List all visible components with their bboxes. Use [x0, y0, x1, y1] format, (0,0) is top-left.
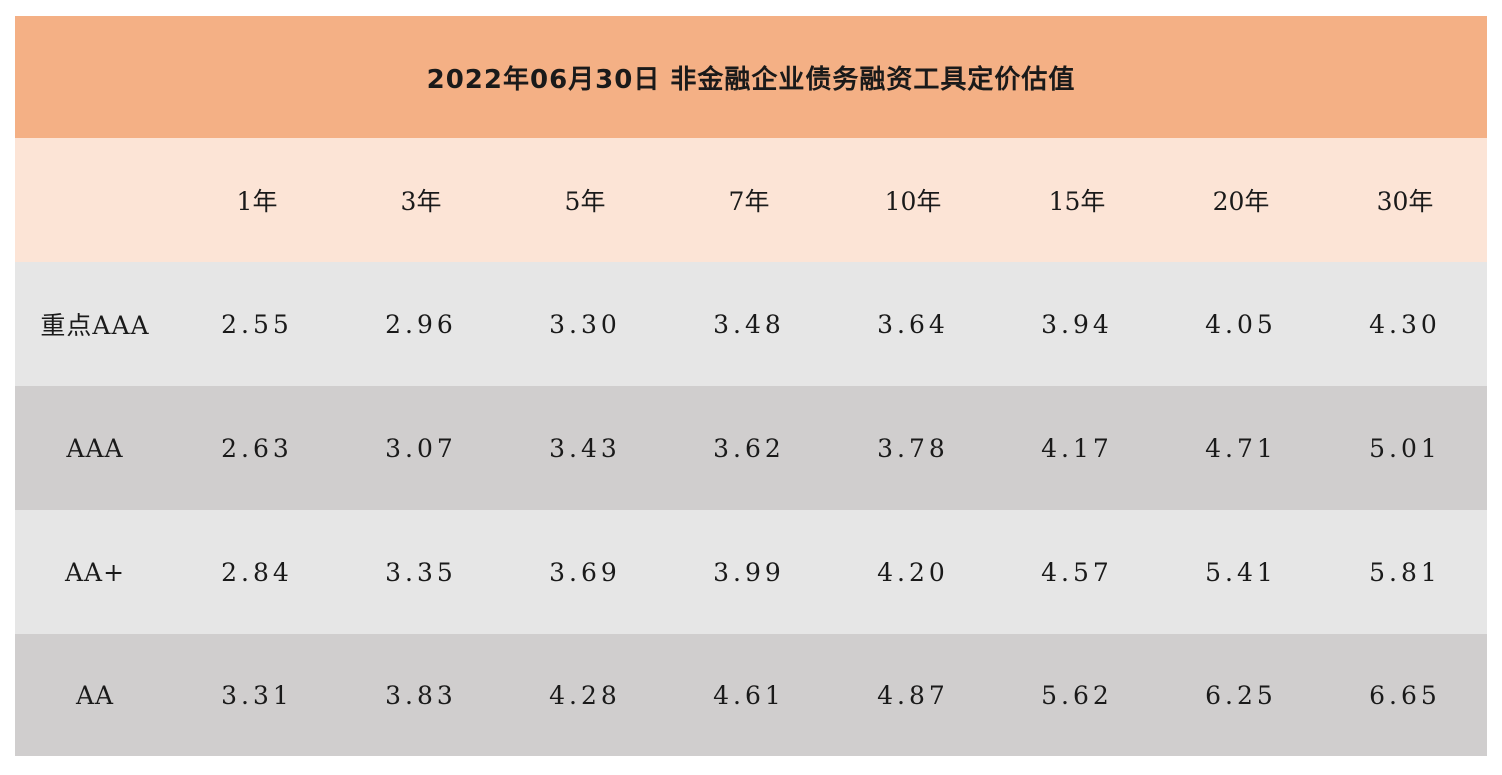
value-cell: 2.63: [221, 433, 293, 463]
header-tenor-20y: 20年: [1212, 187, 1270, 216]
value-cell: 3.64: [877, 309, 949, 339]
value-cell: 3.78: [877, 433, 949, 463]
header-row: 1年 3年 5年 7年 10年 15年 20年 30年: [15, 138, 1487, 262]
value-cell: 3.31: [221, 680, 293, 710]
table-row: AA 3.31 3.83 4.28 4.61 4.87 5.62 6.25 6.…: [15, 634, 1487, 756]
value-cell: 5.01: [1369, 433, 1441, 463]
value-cell: 6.25: [1205, 680, 1277, 710]
value-cell: 4.20: [877, 557, 949, 587]
value-cell: 3.83: [385, 680, 457, 710]
table-row: AA+ 2.84 3.35 3.69 3.99 4.20 4.57 5.41 5…: [15, 510, 1487, 634]
header-tenor-15y: 15年: [1048, 187, 1106, 216]
value-cell: 3.99: [713, 557, 785, 587]
rating-label: AA+: [64, 557, 126, 587]
value-cell: 2.55: [221, 309, 293, 339]
value-cell: 4.28: [549, 680, 621, 710]
value-cell: 5.41: [1205, 557, 1277, 587]
valuation-table: 2022年06月30日 非金融企业债务融资工具定价估值 1年 3年 5年 7年 …: [15, 16, 1487, 756]
header-tenor-1y: 1年: [236, 187, 278, 216]
value-cell: 4.05: [1205, 309, 1277, 339]
value-cell: 2.96: [385, 309, 457, 339]
value-cell: 5.81: [1369, 557, 1441, 587]
table-row: AAA 2.63 3.07 3.43 3.62 3.78 4.17 4.71 5…: [15, 386, 1487, 510]
value-cell: 3.94: [1041, 309, 1113, 339]
value-cell: 3.07: [385, 433, 457, 463]
value-cell: 2.84: [221, 557, 293, 587]
header-tenor-30y: 30年: [1376, 187, 1434, 216]
value-cell: 3.43: [549, 433, 621, 463]
value-cell: 4.57: [1041, 557, 1113, 587]
header-tenor-7y: 7年: [728, 187, 770, 216]
header-tenor-10y: 10年: [884, 187, 942, 216]
header-tenor-5y: 5年: [564, 187, 606, 216]
rating-label: AA: [75, 680, 115, 710]
value-cell: 4.87: [877, 680, 949, 710]
value-cell: 4.71: [1205, 433, 1277, 463]
value-cell: 4.61: [713, 680, 785, 710]
header-tenor-3y: 3年: [400, 187, 442, 216]
value-cell: 3.30: [549, 309, 621, 339]
value-cell: 3.35: [385, 557, 457, 587]
table-row: 重点AAA 2.55 2.96 3.30 3.48 3.64 3.94 4.05…: [15, 262, 1487, 386]
value-cell: 3.62: [713, 433, 785, 463]
table-title: 2022年06月30日 非金融企业债务融资工具定价估值: [15, 16, 1487, 138]
value-cell: 4.30: [1369, 309, 1441, 339]
rating-label: AAA: [66, 433, 124, 463]
value-cell: 6.65: [1369, 680, 1441, 710]
value-cell: 4.17: [1041, 433, 1113, 463]
rating-label: 重点AAA: [40, 311, 150, 340]
value-cell: 3.69: [549, 557, 621, 587]
value-cell: 5.62: [1041, 680, 1113, 710]
value-cell: 3.48: [713, 309, 785, 339]
